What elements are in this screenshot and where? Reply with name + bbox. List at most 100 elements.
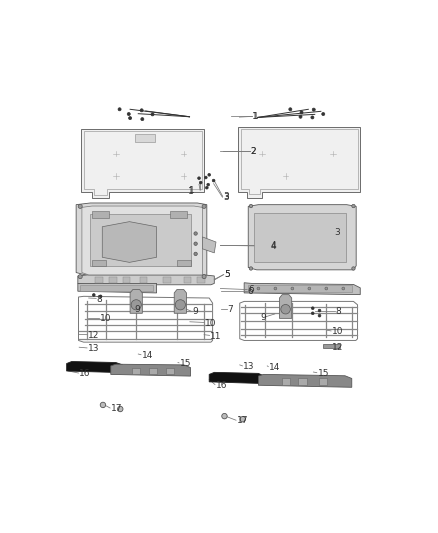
Bar — [247, 286, 352, 292]
Circle shape — [318, 314, 321, 317]
Polygon shape — [238, 127, 360, 198]
Circle shape — [257, 287, 260, 290]
Text: 15: 15 — [180, 359, 191, 368]
Circle shape — [118, 108, 121, 111]
Bar — [92, 260, 106, 266]
Circle shape — [78, 274, 82, 279]
Text: 2: 2 — [251, 147, 256, 156]
Circle shape — [325, 287, 328, 290]
Text: 17: 17 — [111, 404, 122, 413]
Circle shape — [212, 179, 215, 182]
Circle shape — [274, 287, 277, 290]
Circle shape — [240, 416, 246, 422]
Bar — [170, 211, 187, 218]
Bar — [323, 344, 340, 348]
Text: 1: 1 — [252, 112, 258, 121]
Text: 4: 4 — [271, 243, 276, 251]
Circle shape — [322, 112, 325, 116]
Text: 16: 16 — [79, 369, 91, 378]
Circle shape — [311, 312, 314, 314]
Text: 3: 3 — [335, 228, 340, 237]
Text: 1: 1 — [253, 112, 259, 121]
Text: 16: 16 — [215, 381, 227, 390]
Bar — [319, 378, 327, 385]
Circle shape — [289, 108, 292, 111]
Circle shape — [299, 115, 302, 118]
Text: 12: 12 — [88, 331, 99, 340]
Polygon shape — [81, 128, 204, 198]
Circle shape — [352, 204, 355, 208]
Circle shape — [222, 414, 227, 419]
Polygon shape — [111, 364, 191, 376]
Text: 17: 17 — [237, 416, 248, 425]
Bar — [166, 368, 174, 374]
Circle shape — [308, 287, 311, 290]
Text: 2: 2 — [250, 147, 256, 156]
Polygon shape — [76, 203, 207, 279]
Text: 9: 9 — [192, 308, 198, 317]
Circle shape — [127, 112, 130, 116]
Circle shape — [140, 109, 143, 112]
Text: 10: 10 — [205, 319, 216, 328]
Bar — [282, 378, 290, 385]
Text: 7: 7 — [227, 305, 233, 314]
Circle shape — [100, 402, 106, 408]
Circle shape — [311, 307, 314, 310]
Circle shape — [205, 187, 208, 189]
Circle shape — [352, 267, 355, 270]
Circle shape — [175, 300, 185, 310]
Bar — [177, 260, 191, 266]
Text: 6: 6 — [247, 287, 253, 296]
Bar — [254, 213, 346, 262]
Bar — [298, 378, 307, 385]
Circle shape — [131, 300, 141, 310]
Text: 1: 1 — [189, 186, 195, 195]
Circle shape — [202, 204, 206, 208]
Circle shape — [198, 177, 200, 180]
Text: 3: 3 — [223, 192, 229, 201]
Circle shape — [194, 252, 197, 256]
Polygon shape — [78, 284, 156, 293]
Bar — [149, 368, 157, 374]
Bar — [90, 214, 191, 266]
Bar — [92, 211, 109, 218]
Circle shape — [291, 287, 294, 290]
Polygon shape — [248, 205, 356, 270]
Circle shape — [249, 204, 253, 208]
Polygon shape — [78, 275, 214, 285]
Bar — [80, 285, 153, 290]
Circle shape — [151, 113, 154, 116]
Circle shape — [205, 176, 207, 179]
Circle shape — [207, 183, 209, 186]
Polygon shape — [258, 374, 352, 387]
Circle shape — [99, 295, 102, 297]
Polygon shape — [209, 373, 264, 384]
Bar — [197, 277, 205, 282]
Text: 14: 14 — [269, 363, 280, 372]
Circle shape — [194, 232, 197, 235]
Polygon shape — [279, 295, 292, 318]
Text: 14: 14 — [141, 351, 153, 360]
Polygon shape — [202, 237, 216, 253]
Text: 8: 8 — [336, 307, 342, 316]
Circle shape — [208, 173, 211, 176]
Text: 11: 11 — [210, 332, 222, 341]
Bar — [134, 134, 155, 142]
Circle shape — [141, 118, 144, 120]
Text: 8: 8 — [97, 295, 102, 303]
Circle shape — [129, 117, 132, 119]
Bar — [140, 277, 147, 282]
Text: 12: 12 — [332, 343, 343, 352]
Text: 1: 1 — [187, 187, 193, 196]
Circle shape — [300, 111, 303, 114]
Polygon shape — [102, 222, 156, 262]
Text: 6: 6 — [248, 285, 254, 294]
Text: 13: 13 — [88, 344, 99, 353]
Circle shape — [78, 204, 82, 208]
Bar — [163, 277, 171, 282]
Text: 5: 5 — [224, 270, 230, 279]
Text: 13: 13 — [243, 362, 254, 371]
Text: 4: 4 — [271, 241, 276, 250]
Polygon shape — [174, 289, 187, 313]
Circle shape — [312, 108, 315, 111]
